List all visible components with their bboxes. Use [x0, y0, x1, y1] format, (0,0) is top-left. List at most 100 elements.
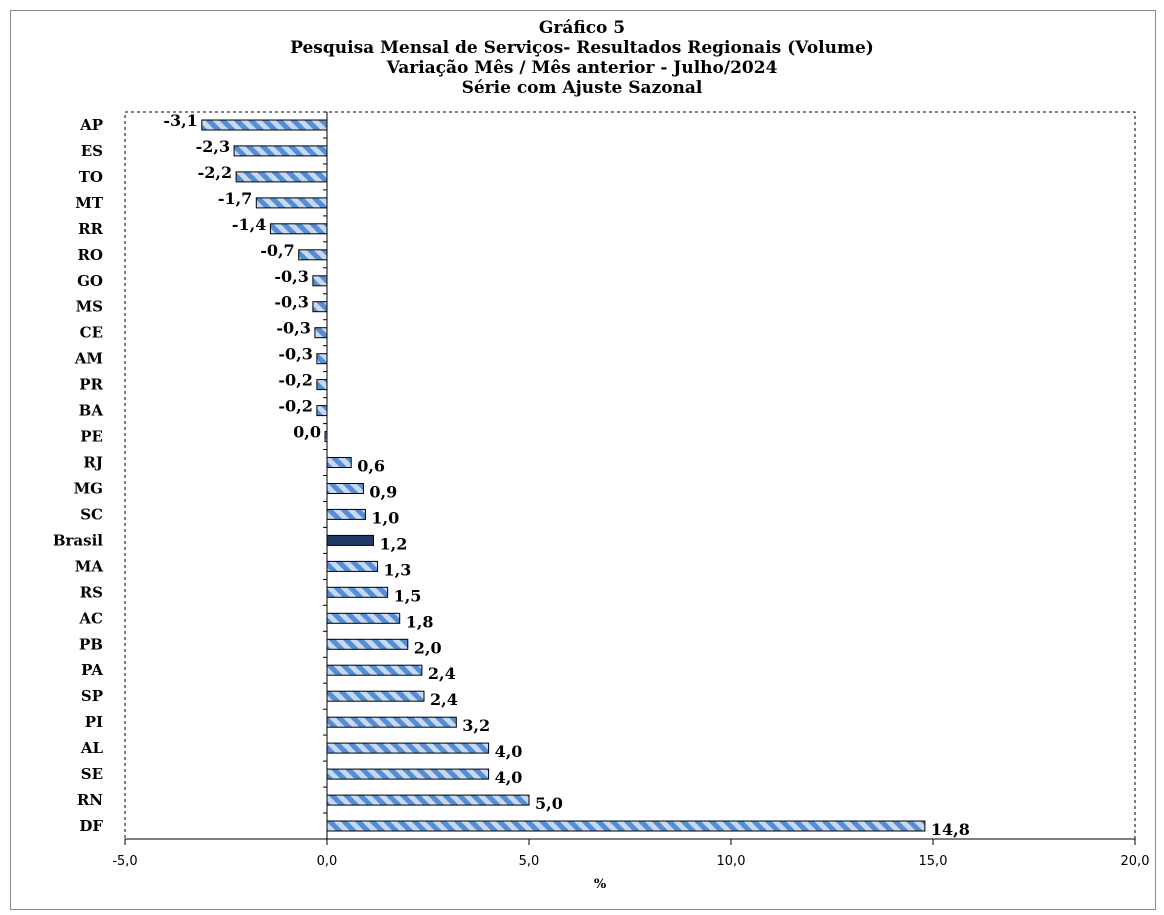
data-label: 0,0 — [293, 423, 321, 442]
chart-title: Gráfico 5 Pesquisa Mensal de Serviços- R… — [0, 18, 1164, 98]
data-label: 4,0 — [495, 768, 523, 787]
data-label: 2,0 — [414, 638, 442, 657]
x-tick-label: 0,0 — [317, 854, 338, 869]
category-label: AL — [80, 739, 104, 757]
category-label: SP — [81, 687, 103, 705]
bar-ma — [326, 560, 378, 572]
category-label: SE — [81, 765, 103, 783]
chart-frame — [10, 10, 1156, 910]
bar-ms — [312, 301, 328, 313]
labels-layer: AP -3,1 ES -2,3 TO -2,2 MT -1,7 RR -1,4 RO -0,7 GO -0… — [53, 111, 1150, 869]
bar-mt — [255, 197, 328, 209]
category-label: RJ — [83, 454, 103, 472]
category-label: DF — [79, 817, 103, 835]
category-label: BA — [79, 402, 104, 420]
x-tick-label: 15,0 — [919, 854, 948, 869]
category-label: PE — [80, 428, 103, 446]
bar-pa — [326, 664, 423, 676]
data-label: -0,3 — [276, 319, 310, 338]
bars-layer — [201, 119, 926, 832]
x-tick-label: 10,0 — [717, 854, 746, 869]
bar-am — [316, 353, 328, 365]
category-label: PR — [79, 376, 103, 394]
data-label: 1,8 — [406, 612, 434, 631]
data-label: 2,4 — [428, 664, 456, 683]
category-label: MG — [74, 480, 103, 498]
bar-mg — [326, 483, 364, 494]
bar-ba — [316, 405, 328, 417]
bar-ac — [326, 612, 401, 624]
category-label: ES — [81, 142, 103, 160]
bar-rr — [269, 223, 328, 235]
bar-al — [326, 742, 490, 754]
bar-es — [233, 145, 328, 157]
bar-rs — [326, 586, 389, 598]
category-label: GO — [77, 272, 103, 290]
category-label: MS — [76, 298, 103, 316]
data-label: -1,7 — [218, 189, 252, 208]
bar-sp — [326, 690, 425, 702]
data-label: -2,3 — [196, 137, 230, 156]
bar-pb — [326, 638, 409, 650]
x-tick-label: 5,0 — [519, 854, 540, 869]
bar-df — [326, 820, 926, 832]
data-label: -0,7 — [260, 241, 294, 260]
category-label: CE — [80, 324, 103, 342]
category-label: MA — [75, 557, 104, 575]
data-label: 14,8 — [931, 820, 970, 839]
chart-title-line-2: Pesquisa Mensal de Serviços- Resultados … — [290, 38, 874, 58]
category-label: RR — [78, 220, 103, 238]
data-label: 0,6 — [357, 457, 385, 476]
x-axis-title: % — [594, 877, 607, 892]
category-label: AP — [79, 116, 103, 134]
bar-pr — [316, 379, 328, 391]
category-label: SC — [80, 505, 103, 523]
category-label: MT — [75, 194, 104, 212]
category-label: AM — [74, 350, 103, 368]
data-label: -3,1 — [163, 111, 197, 130]
category-label: RN — [77, 791, 103, 809]
data-label: 3,2 — [462, 716, 490, 735]
bar-rj — [326, 457, 352, 468]
category-label: RS — [80, 583, 103, 601]
data-label: -0,3 — [274, 293, 308, 312]
data-label: -0,3 — [274, 267, 308, 286]
data-label: 0,9 — [369, 483, 397, 502]
chart-title-line-3: Variação Mês / Mês anterior - Julho/2024 — [386, 58, 778, 78]
bar-brasil — [326, 534, 374, 546]
category-label: TO — [79, 168, 103, 186]
data-label: 5,0 — [535, 794, 563, 813]
x-tick-label: 20,0 — [1121, 854, 1150, 869]
bar-sc — [326, 508, 366, 520]
category-label: PA — [81, 661, 103, 679]
data-label: -1,4 — [232, 215, 266, 234]
data-label: -0,2 — [278, 397, 312, 416]
category-label: RO — [77, 246, 103, 264]
bar-ro — [298, 249, 328, 261]
chart-title-line-1: Gráfico 5 — [538, 18, 626, 38]
data-label: 2,4 — [430, 690, 458, 709]
category-label: Brasil — [53, 531, 103, 549]
data-label: 1,5 — [394, 586, 422, 605]
category-label: AC — [78, 609, 103, 627]
chart-title-line-4: Série com Ajuste Sazonal — [461, 78, 703, 98]
data-label: 4,0 — [495, 742, 523, 761]
bar-go — [312, 275, 328, 287]
bar-to — [235, 171, 328, 183]
x-tick-label: -5,0 — [112, 854, 137, 869]
bar-ce — [314, 327, 328, 339]
data-label: -2,2 — [198, 163, 232, 182]
bar-rn — [326, 794, 530, 806]
bar-pi — [326, 716, 457, 728]
bar-ap — [201, 119, 328, 131]
category-label: PI — [85, 713, 103, 731]
data-label: 1,0 — [371, 508, 399, 527]
ticks-layer — [124, 111, 1136, 845]
category-label: PB — [79, 635, 103, 653]
data-label: 1,2 — [380, 534, 408, 553]
data-label: -0,3 — [278, 345, 312, 364]
plot-area — [124, 111, 1136, 840]
data-label: -0,2 — [278, 371, 312, 390]
bar-se — [326, 768, 490, 780]
